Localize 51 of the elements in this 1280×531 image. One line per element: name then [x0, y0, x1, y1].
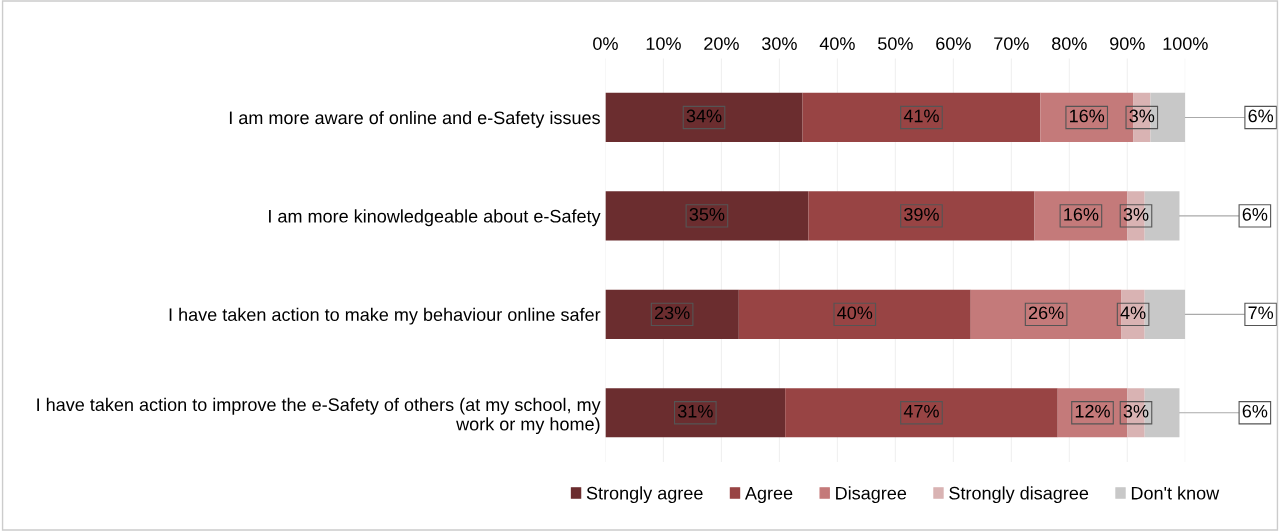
bar	[802, 92, 1041, 143]
x-tick-label: 50%	[878, 37, 913, 50]
data-label: 16%	[1070, 109, 1105, 123]
data-label: 39%	[904, 207, 939, 221]
data-label: 6%	[1242, 207, 1268, 221]
data-label: 3%	[1123, 207, 1149, 221]
y-tick-label: I have taken action to improve the e-Safety of others (at my school, my work or my home)	[37, 397, 601, 435]
y-tick-label: I am more aware of online and e-Safety issues	[229, 110, 600, 128]
data-label: 31%	[677, 404, 713, 418]
data-label: 41%	[903, 109, 939, 123]
bar	[605, 92, 803, 143]
x-tick-label: 40%	[819, 37, 855, 50]
data-label: 26%	[1028, 306, 1064, 320]
x-tick-label: 100%	[1163, 37, 1208, 50]
bar	[1144, 289, 1186, 339]
data-label: 12%	[1075, 404, 1110, 418]
data-label: 34%	[686, 109, 722, 123]
bar	[605, 191, 809, 241]
data-label: 23%	[654, 306, 690, 320]
x-tick-label: 60%	[936, 37, 971, 50]
data-label: 47%	[903, 404, 939, 418]
legend-label: Don't know	[1131, 486, 1220, 500]
data-label: 3%	[1123, 404, 1149, 418]
legend-label: Strongly agree	[586, 486, 703, 504]
data-label: 16%	[1064, 207, 1099, 221]
data-label: 4%	[1120, 306, 1146, 320]
y-tick-label: I am more kinowledgeable about e-Safety	[269, 209, 601, 227]
x-tick-label: 20%	[704, 37, 739, 50]
bar	[1121, 289, 1145, 339]
legend-label: Strongly disagree	[949, 486, 1089, 504]
legend-label: Disagree	[836, 486, 907, 504]
data-label: 35%	[689, 207, 725, 221]
x-tick-label: 80%	[1052, 37, 1087, 50]
x-tick-label: 0%	[593, 37, 618, 50]
data-label: 6%	[1242, 404, 1268, 418]
bar	[738, 289, 971, 339]
bar	[808, 191, 1035, 241]
x-tick-label: 30%	[762, 37, 797, 50]
data-label: 6%	[1248, 109, 1274, 123]
x-tick-label: 10%	[646, 37, 681, 50]
bar	[785, 388, 1058, 438]
legend-label: Agree	[744, 486, 793, 504]
bar	[605, 289, 739, 339]
bar	[970, 289, 1122, 339]
bar	[605, 388, 786, 438]
x-tick-label: 90%	[1110, 37, 1145, 50]
data-label: 7%	[1248, 306, 1274, 320]
data-label: 40%	[837, 306, 873, 320]
y-tick-label: I have taken action to make my behaviour online safer	[169, 307, 601, 325]
data-label: 3%	[1129, 109, 1155, 123]
x-tick-label: 70%	[994, 37, 1029, 50]
